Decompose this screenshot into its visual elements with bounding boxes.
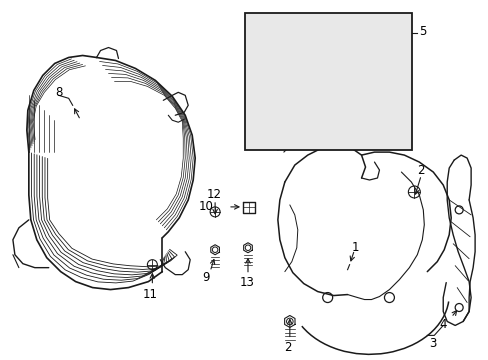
Text: 10: 10 xyxy=(198,201,213,213)
Text: 12: 12 xyxy=(207,188,222,202)
Text: 2: 2 xyxy=(283,341,291,354)
Text: 9: 9 xyxy=(202,271,209,284)
Text: 6: 6 xyxy=(319,99,326,112)
Text: 3: 3 xyxy=(428,337,436,350)
Text: 5: 5 xyxy=(419,25,426,38)
Text: 4: 4 xyxy=(438,318,446,331)
Text: 8: 8 xyxy=(56,86,63,99)
Bar xyxy=(244,13,411,150)
Text: 13: 13 xyxy=(240,276,254,289)
Text: 2: 2 xyxy=(416,163,424,176)
Text: 7: 7 xyxy=(331,127,339,140)
Text: 1: 1 xyxy=(351,241,358,254)
Text: 11: 11 xyxy=(142,288,157,301)
